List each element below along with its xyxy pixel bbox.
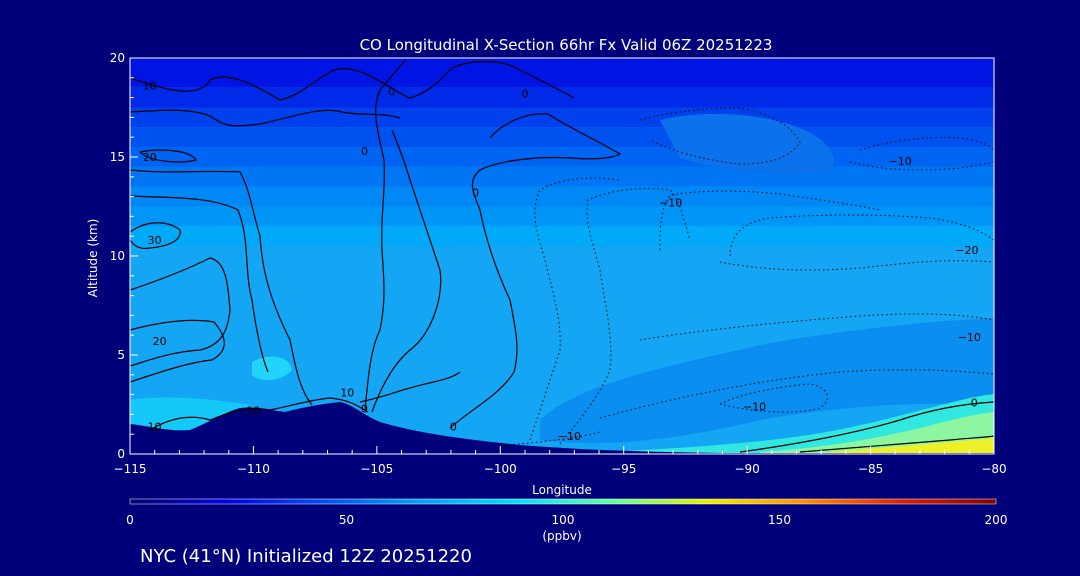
co-level-band <box>130 206 994 227</box>
y-tick-label: 0 <box>117 447 125 461</box>
x-tick-label: −115 <box>114 462 147 476</box>
x-tick-label: −95 <box>611 462 636 476</box>
co-level-band <box>130 226 994 247</box>
colorbar-unit: (ppbv) <box>542 529 581 543</box>
contour-label: −20 <box>955 244 978 257</box>
colorbar-tick-label: 100 <box>552 513 575 527</box>
colorbar-tick-label: 50 <box>339 513 354 527</box>
contour-label: 0 <box>361 402 368 415</box>
y-axis-label: Altitude (km) <box>86 219 100 298</box>
contour-label: 10 <box>246 404 260 417</box>
colorbar-tick-label: 200 <box>985 513 1008 527</box>
contour-label: 20 <box>153 335 167 348</box>
contour-label: 30 <box>148 234 162 247</box>
contour-label: 0 <box>971 397 978 410</box>
co-level-band <box>130 166 994 187</box>
x-axis-label: Longitude <box>532 483 592 497</box>
co-level-band <box>130 147 994 167</box>
contour-label: −10 <box>558 430 581 443</box>
negative-contour-lines <box>499 107 994 447</box>
contour-lines <box>130 59 994 453</box>
contour-label: 20 <box>143 151 157 164</box>
contour-label: 0 <box>388 86 395 99</box>
x-tick-label: −80 <box>981 462 1006 476</box>
x-tick-label: −85 <box>858 462 883 476</box>
contour-label: 0 <box>472 187 479 200</box>
mid-level-low-region <box>540 318 994 444</box>
contour-label: −10 <box>659 197 682 210</box>
y-tick-label: 5 <box>117 348 125 362</box>
contour-label: 10 <box>143 80 157 93</box>
upper-low-region <box>660 113 834 175</box>
co-level-band <box>130 87 994 108</box>
colorbar-tick-label: 0 <box>126 513 134 527</box>
co-level-band <box>130 58 994 88</box>
contour-label: 10 <box>148 420 162 433</box>
contour-label: −10 <box>889 155 912 168</box>
plot-area: 10 20 30 20 10 10 10 0 0 0 0 0 0 −10 −10 −10 −20 −10 0 −10 <box>130 58 994 454</box>
colorbar-tick-label: 150 <box>768 513 791 527</box>
y-axis: 0 5 10 15 20 <box>110 51 138 461</box>
x-tick-label: −110 <box>237 462 270 476</box>
x-axis: −115 −110 −105 −100 −95 −90 −85 −80 <box>114 446 1007 476</box>
colorbar <box>129 498 997 505</box>
y-tick-label: 20 <box>110 51 125 65</box>
enhanced-region-west2 <box>252 356 292 381</box>
contour-label: −10 <box>958 331 981 344</box>
y-tick-label: 10 <box>110 249 125 263</box>
contour-label: 10 <box>340 387 354 400</box>
contour-label: 0 <box>521 88 528 101</box>
colorbar-ticks: 0 50 100 150 200 <box>126 513 1007 527</box>
x-tick-label: −100 <box>484 462 517 476</box>
terrain <box>130 402 994 454</box>
contour-label: 0 <box>450 420 457 433</box>
co-level-band <box>130 186 994 207</box>
co-level-band <box>130 127 994 148</box>
contour-label: 0 <box>361 145 368 158</box>
chart-title: CO Longitudinal X-Section 66hr Fx Valid … <box>360 36 773 54</box>
location-init-text: NYC (41°N) Initialized 12Z 20251220 <box>140 546 472 567</box>
y-tick-label: 15 <box>110 150 125 164</box>
x-tick-label: −90 <box>734 462 759 476</box>
x-tick-label: −105 <box>360 462 393 476</box>
contour-label: −10 <box>743 400 766 413</box>
